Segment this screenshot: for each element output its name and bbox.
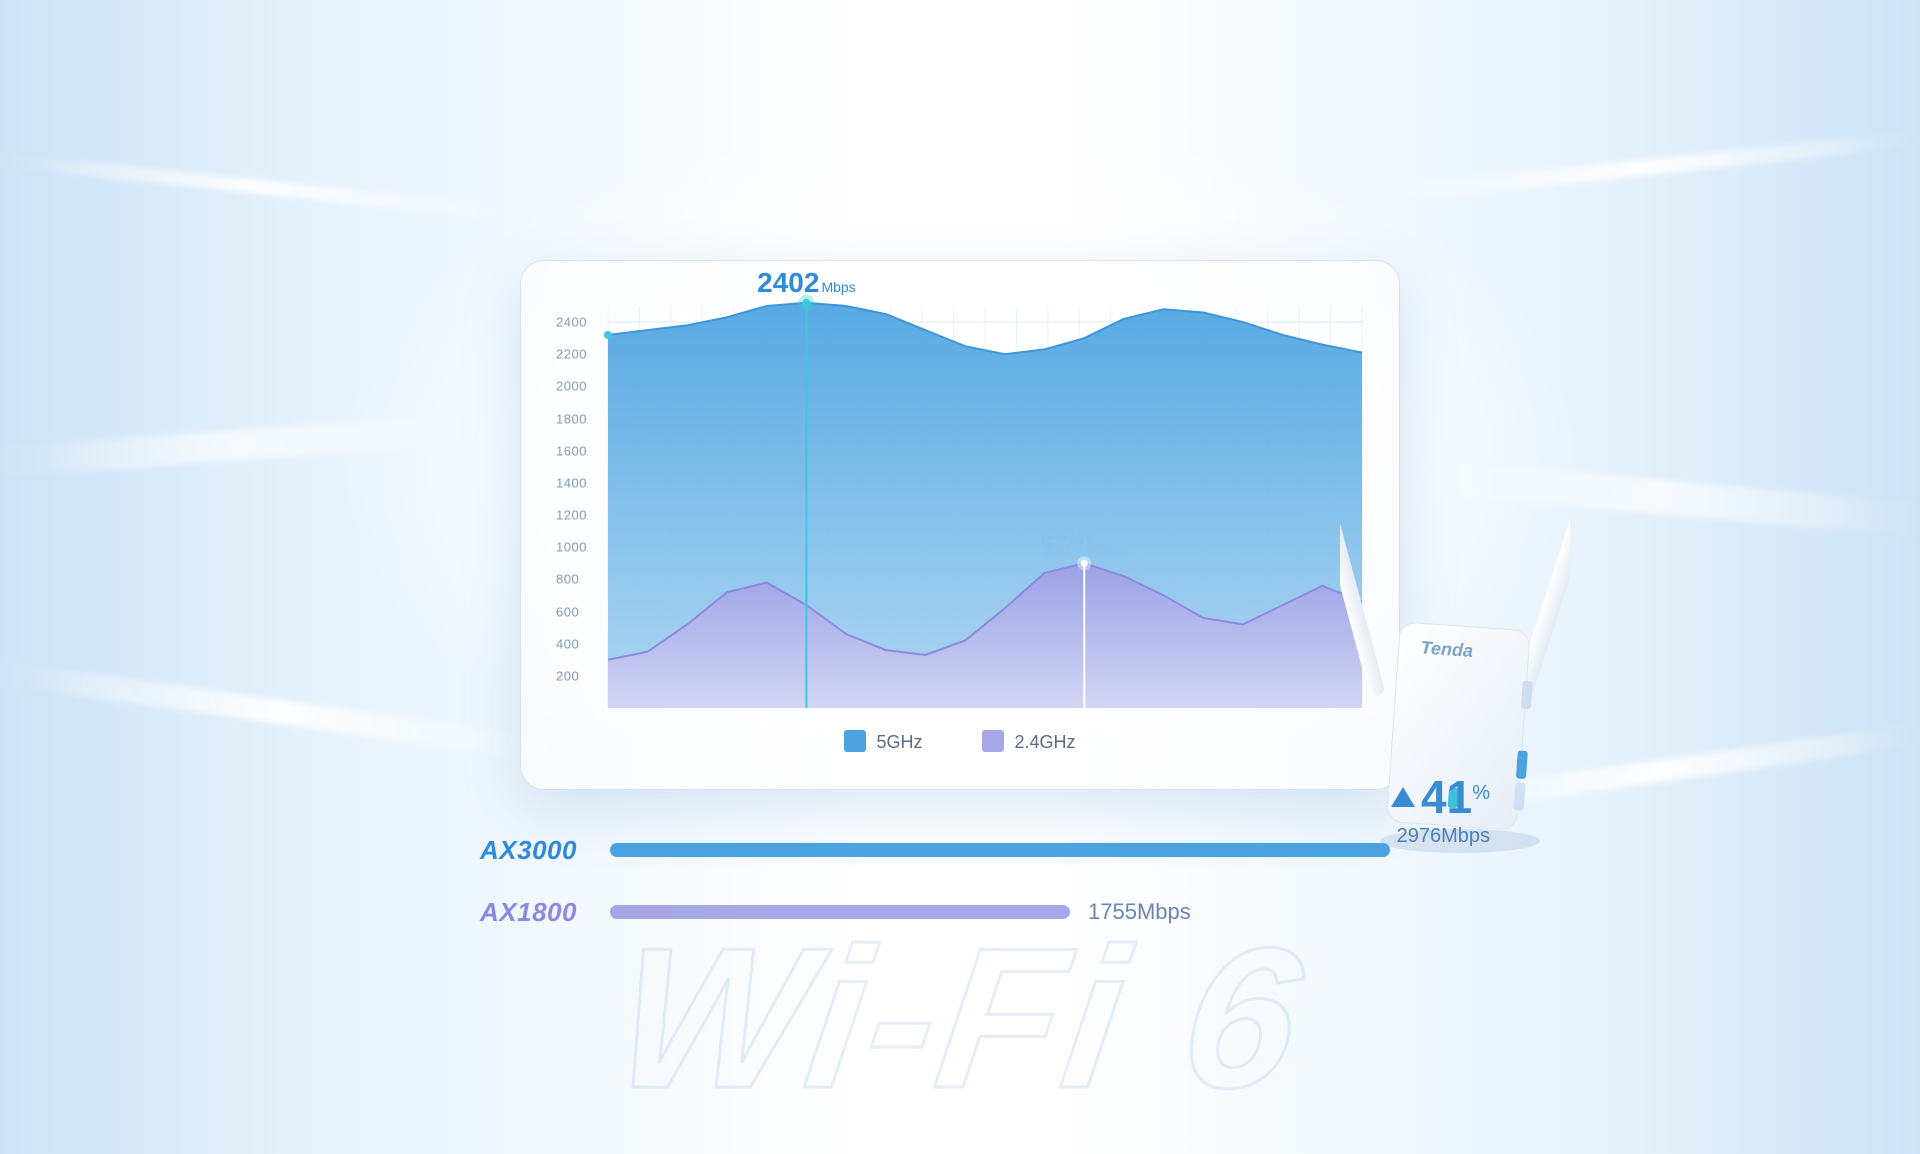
bar-row: AX18001755Mbps [480, 892, 1440, 932]
legend-swatch-24ghz [982, 730, 1004, 752]
legend-swatch-5ghz [844, 730, 866, 752]
boost-value: 41 [1421, 771, 1472, 823]
bar-row: AX3000 [480, 830, 1440, 870]
bg-streak [0, 413, 480, 477]
chart-legend: 5GHz 2.4GHz [552, 730, 1368, 753]
boost-badge: 41% 2976Mbps [1391, 770, 1490, 848]
legend-label-24ghz: 2.4GHz [1014, 732, 1075, 752]
bar-label: AX3000 [480, 835, 610, 866]
bar-track [610, 843, 1390, 857]
bar-track [610, 905, 1390, 919]
boost-up-icon [1391, 787, 1415, 807]
bar-fill [610, 843, 1390, 857]
chart-area: 2004006008001000120014001600180020002200… [552, 288, 1368, 718]
speed-chart-panel: 2004006008001000120014001600180020002200… [520, 260, 1400, 790]
legend-item-24ghz: 2.4GHz [982, 730, 1075, 753]
legend-item-5ghz: 5GHz [844, 730, 922, 753]
bar-fill [610, 905, 1070, 919]
bg-streak [1360, 131, 1920, 206]
bg-streak [0, 153, 520, 222]
comparison-bars: 41% 2976Mbps AX3000AX18001755Mbps [480, 830, 1440, 954]
boost-sub: 2976Mbps [1391, 824, 1490, 848]
bg-streak [0, 661, 560, 764]
legend-label-5ghz: 5GHz [876, 732, 922, 752]
device-brand-label: Tenda [1420, 637, 1474, 661]
boost-unit: % [1472, 782, 1490, 804]
chart-svg [552, 288, 1368, 718]
bar-label: AX1800 [480, 897, 610, 928]
